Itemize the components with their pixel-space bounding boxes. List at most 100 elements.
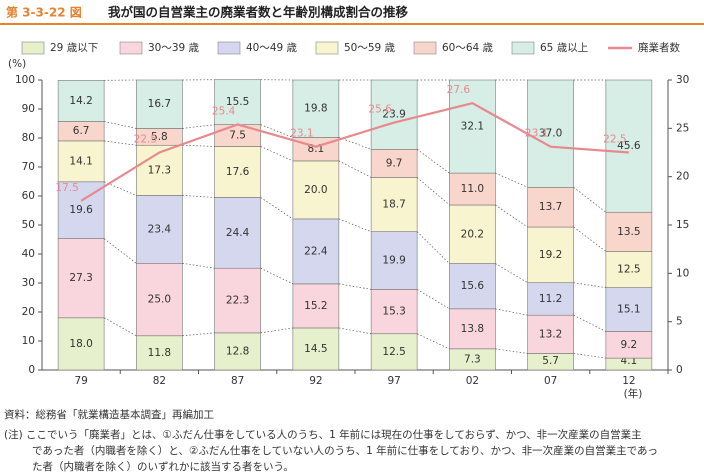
segment-label: 5.8 [151, 131, 168, 143]
connector [573, 226, 607, 252]
line-label: 23.1 [525, 128, 548, 140]
segment-label: 12.8 [226, 345, 249, 357]
segment-label: 12.5 [382, 346, 405, 358]
connector [103, 238, 137, 264]
y-tick-label: 60 [22, 190, 35, 202]
connector [495, 204, 528, 228]
connector [338, 218, 372, 232]
bar-segment [292, 218, 340, 285]
connector [103, 317, 137, 337]
source: 資料：総務省「就業構造基本調査」再編加工 [4, 408, 214, 421]
bar-segment [214, 197, 261, 269]
bar-segment [605, 211, 653, 252]
segment-label: 19.9 [382, 255, 405, 267]
legend-swatch [21, 41, 45, 55]
x-tick-label: 02 [466, 375, 479, 387]
y2-tick-label: 5 [676, 316, 683, 328]
segment-label: 5.7 [542, 355, 559, 367]
y-tick-label: 90 [22, 103, 35, 115]
bar-segment [292, 283, 340, 329]
segment-label: 15.1 [617, 304, 640, 316]
connector [338, 283, 372, 290]
legend-label: 30〜39 歳 [148, 42, 200, 54]
bar-segment [136, 79, 183, 129]
legend-label: 60〜64 歳 [442, 42, 494, 54]
note-line: (注) ここでいう「廃業者」とは、①ふだん仕事をしている人のうち、1 年前には現… [4, 428, 642, 441]
y2-tick-label: 20 [676, 171, 689, 183]
connector [338, 160, 372, 178]
bar-segment [449, 263, 496, 310]
y-tick-label: 20 [22, 306, 35, 318]
connector [260, 146, 294, 162]
segment-label: 15.3 [382, 306, 405, 318]
note-line: であった者（内職者を除く）と、②ふだん仕事をしていない人のうち、1 年前に仕事を… [32, 444, 658, 457]
bar-segment [214, 79, 261, 125]
x-unit: (年) [624, 387, 643, 400]
connector [260, 197, 294, 220]
legend-label: 40〜49 歳 [246, 42, 298, 54]
y2-tick-label: 0 [676, 364, 683, 376]
legend-swatch [413, 41, 437, 55]
line [80, 102, 629, 202]
connector [495, 308, 528, 316]
segment-label: 23.4 [148, 223, 172, 235]
y-tick-label: 30 [22, 277, 35, 289]
segment-label: 6.7 [73, 125, 90, 137]
bar-segment [370, 231, 418, 290]
connector [495, 263, 528, 284]
connector [495, 172, 528, 188]
connector [260, 267, 294, 285]
x-tick-label: 92 [309, 375, 322, 387]
segment-label: 13.7 [539, 201, 562, 213]
segment-label: 13.5 [617, 226, 640, 238]
segment-label: 7.5 [229, 130, 246, 142]
y-unit: (%) [8, 58, 26, 70]
legend-label: 65 歳以上 [540, 42, 588, 54]
connector [416, 289, 450, 310]
connector [416, 149, 450, 174]
legend-swatch [511, 41, 535, 55]
legend-swatch [119, 41, 143, 55]
segment-label: 45.6 [617, 140, 641, 152]
bar-segment [292, 327, 340, 371]
segment-label: 11.2 [539, 293, 562, 305]
segment-label: 25.0 [148, 294, 171, 306]
connector [182, 262, 215, 269]
connector [416, 177, 450, 206]
chart-title: 我が国の自営業主の廃業者数と年齢別構成割合の推移 [108, 5, 409, 20]
bar-segment [527, 282, 574, 316]
x-tick-label: 79 [74, 375, 87, 387]
segment-label: 14.1 [69, 155, 92, 167]
legend-swatch [315, 41, 339, 55]
bar-segment [136, 262, 183, 337]
y-tick-label: 50 [22, 219, 35, 231]
segment-label: 18.7 [382, 199, 405, 211]
line-label: 23.1 [290, 128, 313, 140]
legend-label: 50〜59 歳 [344, 42, 396, 54]
x-tick-label: 97 [387, 375, 400, 387]
segment-label: 20.2 [461, 228, 484, 240]
bar-segment [292, 160, 340, 220]
segment-label: 14.2 [69, 95, 92, 107]
segment-label: 22.4 [304, 245, 328, 257]
x-tick-label: 07 [544, 375, 557, 387]
bar-segment [214, 146, 261, 198]
bar-segment [527, 314, 574, 354]
y-tick-label: 80 [22, 132, 35, 144]
line-label: 25.4 [212, 105, 236, 117]
segment-label: 13.2 [539, 328, 562, 340]
bar-segment [605, 79, 653, 213]
bar-segment [214, 332, 261, 371]
line-label: 27.6 [447, 84, 471, 96]
x-tick-label: 87 [231, 375, 244, 387]
segment-label: 15.2 [304, 300, 327, 312]
bar-segment [57, 317, 105, 371]
segment-label: 15.5 [226, 96, 249, 108]
connector [104, 140, 137, 146]
x-tick-label: 12 [622, 375, 635, 387]
y2-tick-label: 30 [676, 74, 689, 86]
segment-label: 17.6 [226, 166, 250, 178]
y2-tick-label: 25 [676, 122, 689, 134]
bar-segment [527, 226, 574, 284]
connector [416, 231, 450, 264]
